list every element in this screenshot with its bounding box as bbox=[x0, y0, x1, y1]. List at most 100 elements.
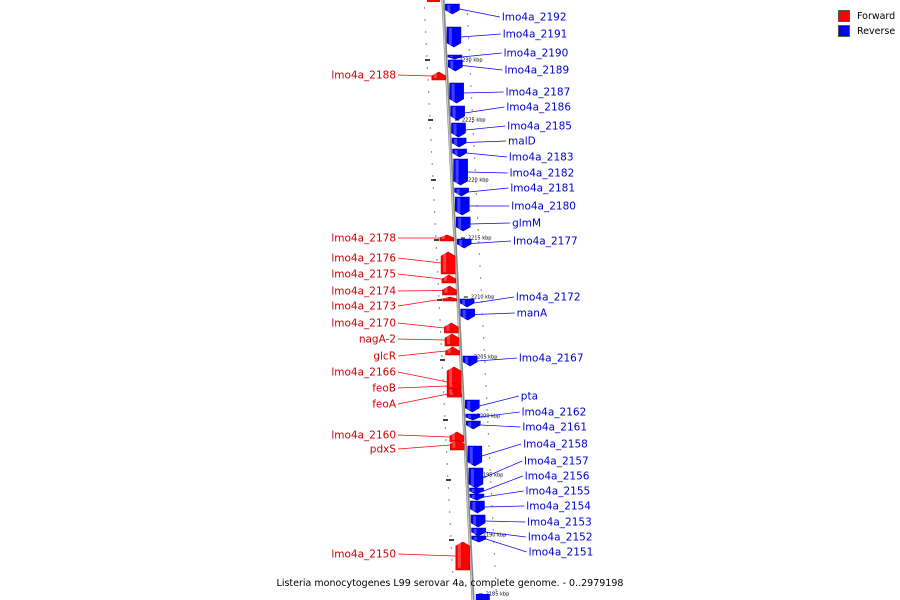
guide-dot bbox=[491, 505, 493, 507]
gene-arrow-lmo4a_2153[interactable] bbox=[470, 514, 486, 528]
gene-arrow-glcR[interactable] bbox=[445, 346, 460, 356]
gene-arrow-feoB[interactable] bbox=[446, 382, 462, 390]
gene-label-lmo4a_2170[interactable]: lmo4a_2170 bbox=[331, 318, 396, 330]
gene-arrow-lmo4a_2181[interactable] bbox=[454, 187, 469, 197]
gene-arrow-lmo4a_2151[interactable] bbox=[471, 535, 487, 543]
label-connector bbox=[397, 444, 451, 450]
gene-label-lmo4a_2155[interactable]: lmo4a_2155 bbox=[526, 486, 591, 498]
gene-label-lmo4a_2189[interactable]: lmo4a_2189 bbox=[505, 65, 570, 77]
gene-label-pdxS[interactable]: pdxS bbox=[370, 444, 397, 456]
gene-label-lmo4a_2192[interactable]: lmo4a_2192 bbox=[502, 12, 567, 24]
gene-arrow-lmo4a_2192[interactable] bbox=[445, 3, 460, 15]
gene-arrow-lmo4a_2185[interactable] bbox=[451, 122, 466, 138]
gene-arrow-pdxS[interactable] bbox=[449, 439, 465, 451]
gene-label-lmo4a_2172[interactable]: lmo4a_2172 bbox=[516, 292, 581, 304]
gene-arrow-lmo4a_2172[interactable] bbox=[459, 298, 475, 308]
gene-arrow-lmo4a_2155[interactable] bbox=[469, 493, 485, 501]
gene-shading bbox=[449, 392, 453, 395]
gene-arrow-lmo4a_2160[interactable] bbox=[449, 431, 465, 443]
gene-label-feoA[interactable]: feoA bbox=[372, 399, 397, 411]
gene-arrow-lmo4a_2190[interactable] bbox=[447, 54, 463, 60]
gene-label-glmM[interactable]: glmM bbox=[512, 218, 541, 230]
guide-dot bbox=[470, 85, 472, 87]
gene-label-lmo4a_2186[interactable]: lmo4a_2186 bbox=[506, 102, 571, 114]
gene-label-lmo4a_2187[interactable]: lmo4a_2187 bbox=[506, 87, 571, 99]
gene-label-lmo4a_2158[interactable]: lmo4a_2158 bbox=[523, 439, 588, 451]
gene-label-lmo4a_2185[interactable]: lmo4a_2185 bbox=[507, 121, 572, 133]
gene-label-lmo4a_2175[interactable]: lmo4a_2175 bbox=[331, 269, 396, 281]
gene-label-lmo4a_2150[interactable]: lmo4a_2150 bbox=[331, 549, 396, 561]
gene-label-lmo4a_2176[interactable]: lmo4a_2176 bbox=[331, 253, 396, 265]
gene-arrow-lmo4a_2175[interactable] bbox=[441, 274, 457, 284]
gene-label-lmo4a_2162[interactable]: lmo4a_2162 bbox=[522, 407, 587, 419]
gene-label-lmo4a_2152[interactable]: lmo4a_2152 bbox=[528, 532, 593, 544]
label-connector bbox=[485, 531, 526, 538]
gene-label-lmo4a_2156[interactable]: lmo4a_2156 bbox=[525, 471, 590, 483]
gene-label-lmo4a_2191[interactable]: lmo4a_2191 bbox=[503, 29, 568, 41]
label-connector bbox=[474, 296, 514, 304]
gene-label-lmo4a_2188[interactable]: lmo4a_2188 bbox=[331, 70, 396, 82]
guide-dot bbox=[469, 61, 471, 63]
gene-label-lmo4a_2183[interactable]: lmo4a_2183 bbox=[509, 152, 574, 164]
gene-arrow-lmo4a_2178[interactable] bbox=[439, 234, 455, 242]
gene-arrow-lmo4a_2156[interactable] bbox=[469, 487, 484, 495]
gene-label-lmo4a_2167[interactable]: lmo4a_2167 bbox=[519, 353, 584, 365]
gene-arrow-lmo4a_2187[interactable] bbox=[449, 82, 464, 104]
gene-arrow-lmo4a_2152[interactable] bbox=[471, 527, 486, 537]
gene-arrow-pta[interactable] bbox=[464, 399, 480, 413]
gene-arrow-lmo4a_2180[interactable] bbox=[454, 196, 470, 216]
gene-label-manA[interactable]: manA bbox=[517, 308, 548, 320]
guide-dot bbox=[477, 229, 479, 231]
gene-shading bbox=[449, 384, 453, 387]
gene-label-lmo4a_2178[interactable]: lmo4a_2178 bbox=[331, 233, 396, 245]
gene-label-lmo4a_2160[interactable]: lmo4a_2160 bbox=[331, 430, 396, 442]
gene-label-lmo4a_2153[interactable]: lmo4a_2153 bbox=[527, 517, 592, 529]
gene-arrow-lmo4a_2158[interactable] bbox=[467, 445, 483, 467]
guide-dot bbox=[482, 337, 485, 339]
gene-label-lmo4a_2157[interactable]: lmo4a_2157 bbox=[524, 456, 589, 468]
guide-dot bbox=[468, 49, 470, 51]
gene-arrow-glmM[interactable] bbox=[455, 216, 471, 232]
gene-label-lmo4a_2154[interactable]: lmo4a_2154 bbox=[526, 501, 591, 513]
guide-dot bbox=[446, 463, 448, 465]
gene-arrow-lmo4a_2191[interactable] bbox=[446, 26, 462, 48]
gene-label-lmo4a_2174[interactable]: lmo4a_2174 bbox=[331, 286, 396, 298]
gene-arrow-malD[interactable] bbox=[451, 137, 467, 148]
gene-arrow-lmo4a_2188[interactable] bbox=[431, 71, 447, 81]
gene-label-feoB[interactable]: feoB bbox=[372, 383, 396, 395]
gene-label-pta[interactable]: pta bbox=[521, 391, 538, 403]
label-connector bbox=[483, 475, 523, 492]
gene-label-malD[interactable]: malD bbox=[508, 136, 536, 148]
gene-arrow-lmo4a_2162[interactable] bbox=[465, 413, 481, 421]
gene-label-lmo4a_2177[interactable]: lmo4a_2177 bbox=[513, 236, 578, 248]
gene-arrow-lmo4a_2176[interactable] bbox=[440, 251, 456, 275]
gene-arrow-lmo4a_2150[interactable] bbox=[455, 541, 471, 571]
gene-continuation bbox=[427, 0, 440, 2]
gene-arrow-lmo4a_2183[interactable] bbox=[452, 148, 467, 158]
gene-shading bbox=[473, 537, 477, 540]
gene-shading bbox=[467, 415, 471, 418]
gene-arrow-lmo4a_2186[interactable] bbox=[450, 105, 465, 121]
gene-arrow-lmo4a_2161[interactable] bbox=[465, 420, 481, 430]
guide-dot bbox=[488, 457, 491, 459]
gene-label-lmo4a_2166[interactable]: lmo4a_2166 bbox=[331, 367, 396, 379]
gene-label-lmo4a_2180[interactable]: lmo4a_2180 bbox=[511, 201, 576, 213]
gene-label-nagA-2[interactable]: nagA-2 bbox=[359, 334, 396, 346]
gene-arrow-lmo4a_2157[interactable] bbox=[468, 467, 484, 489]
gene-arrow-lmo4a_2177[interactable] bbox=[456, 238, 472, 249]
gene-label-lmo4a_2182[interactable]: lmo4a_2182 bbox=[510, 168, 575, 180]
gene-arrow-lmo4a_2189[interactable] bbox=[447, 59, 463, 72]
gene-arrow-lmo4a_2167[interactable] bbox=[462, 355, 478, 367]
gene-arrow-lmo4a_2154[interactable] bbox=[470, 500, 485, 514]
gene-label-lmo4a_2161[interactable]: lmo4a_2161 bbox=[522, 422, 587, 434]
gene-label-lmo4a_2181[interactable]: lmo4a_2181 bbox=[510, 183, 575, 195]
gene-label-glcR[interactable]: glcR bbox=[373, 351, 396, 363]
gene-arrow-feoA[interactable] bbox=[447, 390, 463, 398]
gene-arrow-lmo4a_2182[interactable] bbox=[453, 158, 468, 186]
gene-arrow-manA[interactable] bbox=[460, 308, 476, 321]
gene-label-lmo4a_2173[interactable]: lmo4a_2173 bbox=[331, 301, 396, 313]
gene-arrow-nagA-2[interactable] bbox=[444, 333, 460, 347]
label-connector bbox=[397, 74, 432, 77]
gene-label-lmo4a_2190[interactable]: lmo4a_2190 bbox=[504, 48, 569, 60]
gene-label-lmo4a_2151[interactable]: lmo4a_2151 bbox=[529, 547, 594, 559]
